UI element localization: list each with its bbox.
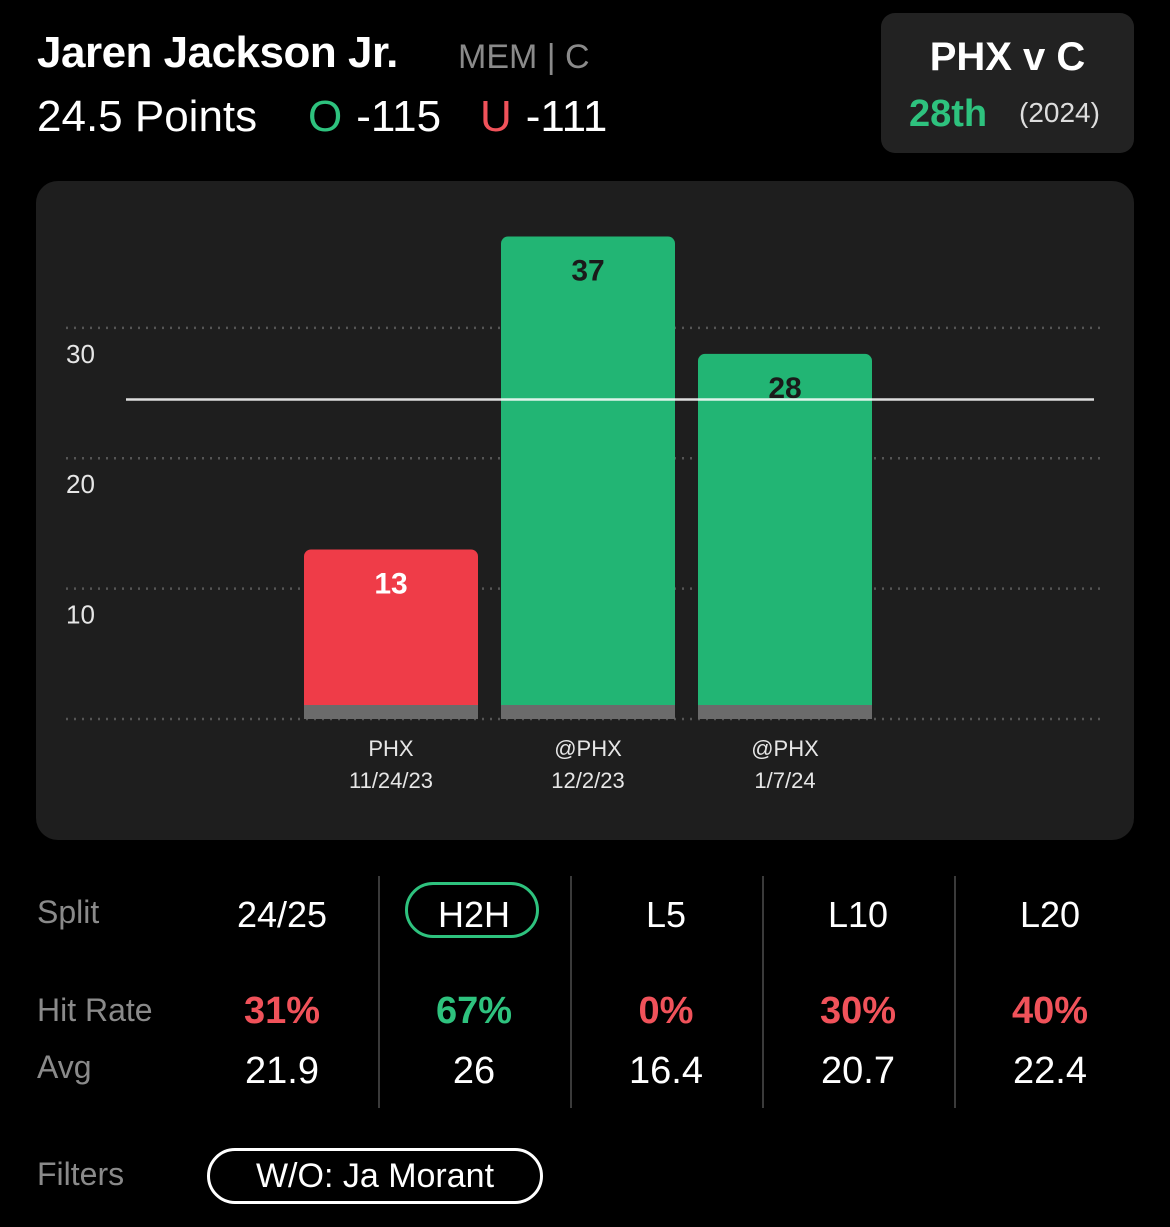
split-hit-rate: 30% (819, 990, 897, 1032)
split-name: L20 (1019, 894, 1081, 935)
split-avg: 22.4 (1013, 1050, 1087, 1092)
column-divider (954, 876, 956, 1108)
split-avg: 20.7 (821, 1050, 895, 1092)
over-odds[interactable]: O -115 (308, 92, 441, 142)
split-hit-rate: 40% (1011, 990, 1089, 1032)
split-column-l20[interactable]: L20 40% 22.4 (955, 876, 1145, 1108)
avg-row-label: Avg (37, 1049, 92, 1085)
x-category-label: @PHX (751, 736, 819, 761)
y-tick-label: 20 (66, 469, 95, 499)
under-odds[interactable]: U -111 (480, 92, 607, 142)
split-column-h2h[interactable]: H2H 67% 26 (379, 876, 569, 1108)
y-tick-label: 10 (66, 600, 95, 630)
split-name: 24/25 (236, 894, 328, 935)
selected-split-pill (405, 882, 539, 938)
bar-base-strip (501, 705, 675, 719)
x-category-label: @PHX (554, 736, 622, 761)
x-category-label: 11/24/23 (349, 768, 433, 793)
bar-base-strip (698, 705, 872, 719)
matchup-badge[interactable]: PHX v C 28th (2024) (881, 13, 1134, 153)
bar (304, 549, 478, 719)
player-name: Jaren Jackson Jr. (37, 28, 398, 77)
split-column-l5[interactable]: L5 0% 16.4 (571, 876, 761, 1108)
column-divider (570, 876, 572, 1108)
bar (698, 353, 872, 719)
split-column-24-25[interactable]: 24/25 31% 21.9 (187, 876, 377, 1108)
column-divider (378, 876, 380, 1108)
x-category-label: 12/2/23 (551, 768, 624, 793)
x-category-label: PHX (368, 736, 414, 761)
player-team-position: MEM | C (458, 38, 590, 76)
filters-label: Filters (37, 1156, 125, 1192)
split-name: H2H (437, 894, 511, 935)
filter-chip-without-player[interactable]: W/O: Ja Morant (207, 1148, 543, 1204)
bar-value-label: 37 (571, 255, 604, 288)
bar-chart: 10203013PHX11/24/2337@PHX12/2/2328@PHX1/… (66, 236, 1101, 793)
split-row-label: Split (37, 894, 100, 930)
under-symbol: U (480, 92, 512, 141)
chart-card: 10 20 30 13 PHX 11/24/23 37 @PHX 12/2/23 28 @PHX 1/… (36, 181, 1134, 840)
matchup-rank: 28th (909, 93, 988, 135)
under-odds-value: -111 (525, 92, 608, 141)
over-symbol: O (308, 92, 343, 141)
split-avg: 16.4 (629, 1050, 703, 1092)
split-hit-rate: 67% (435, 990, 513, 1032)
column-divider (762, 876, 764, 1108)
matchup-title: PHX v C (929, 35, 1086, 79)
bar (501, 236, 675, 719)
split-avg: 26 (452, 1050, 496, 1092)
split-avg: 21.9 (245, 1050, 319, 1092)
y-tick-label: 30 (66, 339, 95, 369)
bar-value-label: 13 (374, 567, 407, 600)
split-name: L5 (645, 894, 687, 935)
over-odds-value: -115 (356, 92, 442, 141)
matchup-year: (2024) (1019, 97, 1100, 128)
split-hit-rate: 0% (638, 990, 694, 1032)
x-category-label: 1/7/24 (754, 768, 815, 793)
split-name: L10 (827, 894, 889, 935)
hit-rate-row-label: Hit Rate (37, 992, 153, 1028)
prop-line: 24.5 Points (37, 92, 258, 141)
split-column-l10[interactable]: L10 30% 20.7 (763, 876, 953, 1108)
split-hit-rate: 31% (243, 990, 321, 1032)
bar-base-strip (304, 705, 478, 719)
